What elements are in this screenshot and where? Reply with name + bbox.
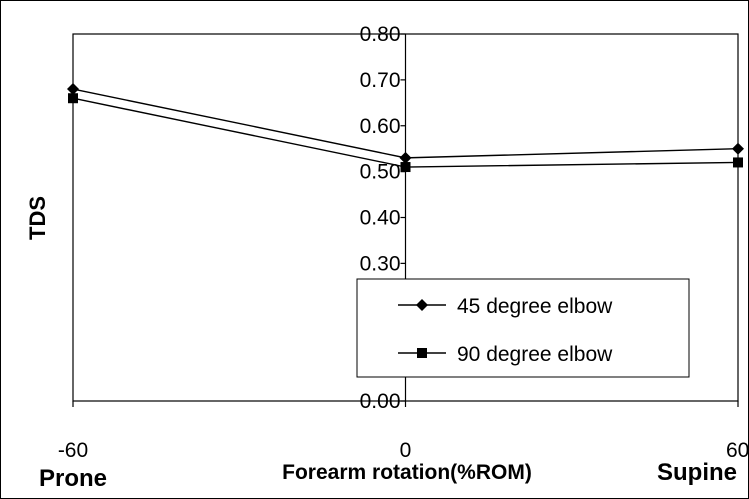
square-marker: [68, 93, 78, 104]
legend: 45 degree elbow 90 degree elbow: [356, 278, 690, 378]
diamond-marker: [732, 142, 744, 155]
x-end-label-supine: Supine: [657, 459, 737, 486]
x-end-label-prone: Prone: [39, 465, 107, 492]
y-tick-label: 0.80: [360, 23, 401, 46]
axes: 0.000.100.200.300.400.500.600.700.80-600…: [58, 23, 749, 462]
x-tick-label: -60: [58, 439, 88, 462]
y-tick-label: 0.00: [360, 390, 401, 413]
legend-marker: [417, 348, 427, 358]
square-marker: [733, 157, 743, 168]
y-tick-label: 0.30: [360, 252, 401, 275]
legend-marker: [416, 299, 428, 311]
legend-label: 45 degree elbow: [457, 295, 613, 318]
y-tick-label: 0.60: [360, 115, 401, 138]
legend-label: 90 degree elbow: [457, 343, 613, 366]
diamond-marker: [399, 151, 412, 164]
series-2: [68, 93, 743, 173]
square-marker: [400, 162, 411, 173]
series-1: [67, 83, 744, 164]
legend-item: 45 degree elbow: [398, 295, 613, 318]
series-layer: [67, 83, 744, 173]
y-tick-label: 0.50: [360, 161, 401, 184]
y-axis-label: TDS: [25, 196, 50, 240]
legend-item: 90 degree elbow: [398, 343, 613, 366]
x-tick-label: 0: [400, 439, 412, 462]
x-axis-label: Forearm rotation(%ROM): [282, 461, 532, 484]
legend-box: [356, 278, 690, 378]
diamond-marker: [67, 83, 79, 96]
x-tick-label: 60: [726, 439, 749, 462]
y-tick-label: 0.70: [360, 69, 401, 92]
y-tick-label: 0.40: [360, 207, 401, 230]
